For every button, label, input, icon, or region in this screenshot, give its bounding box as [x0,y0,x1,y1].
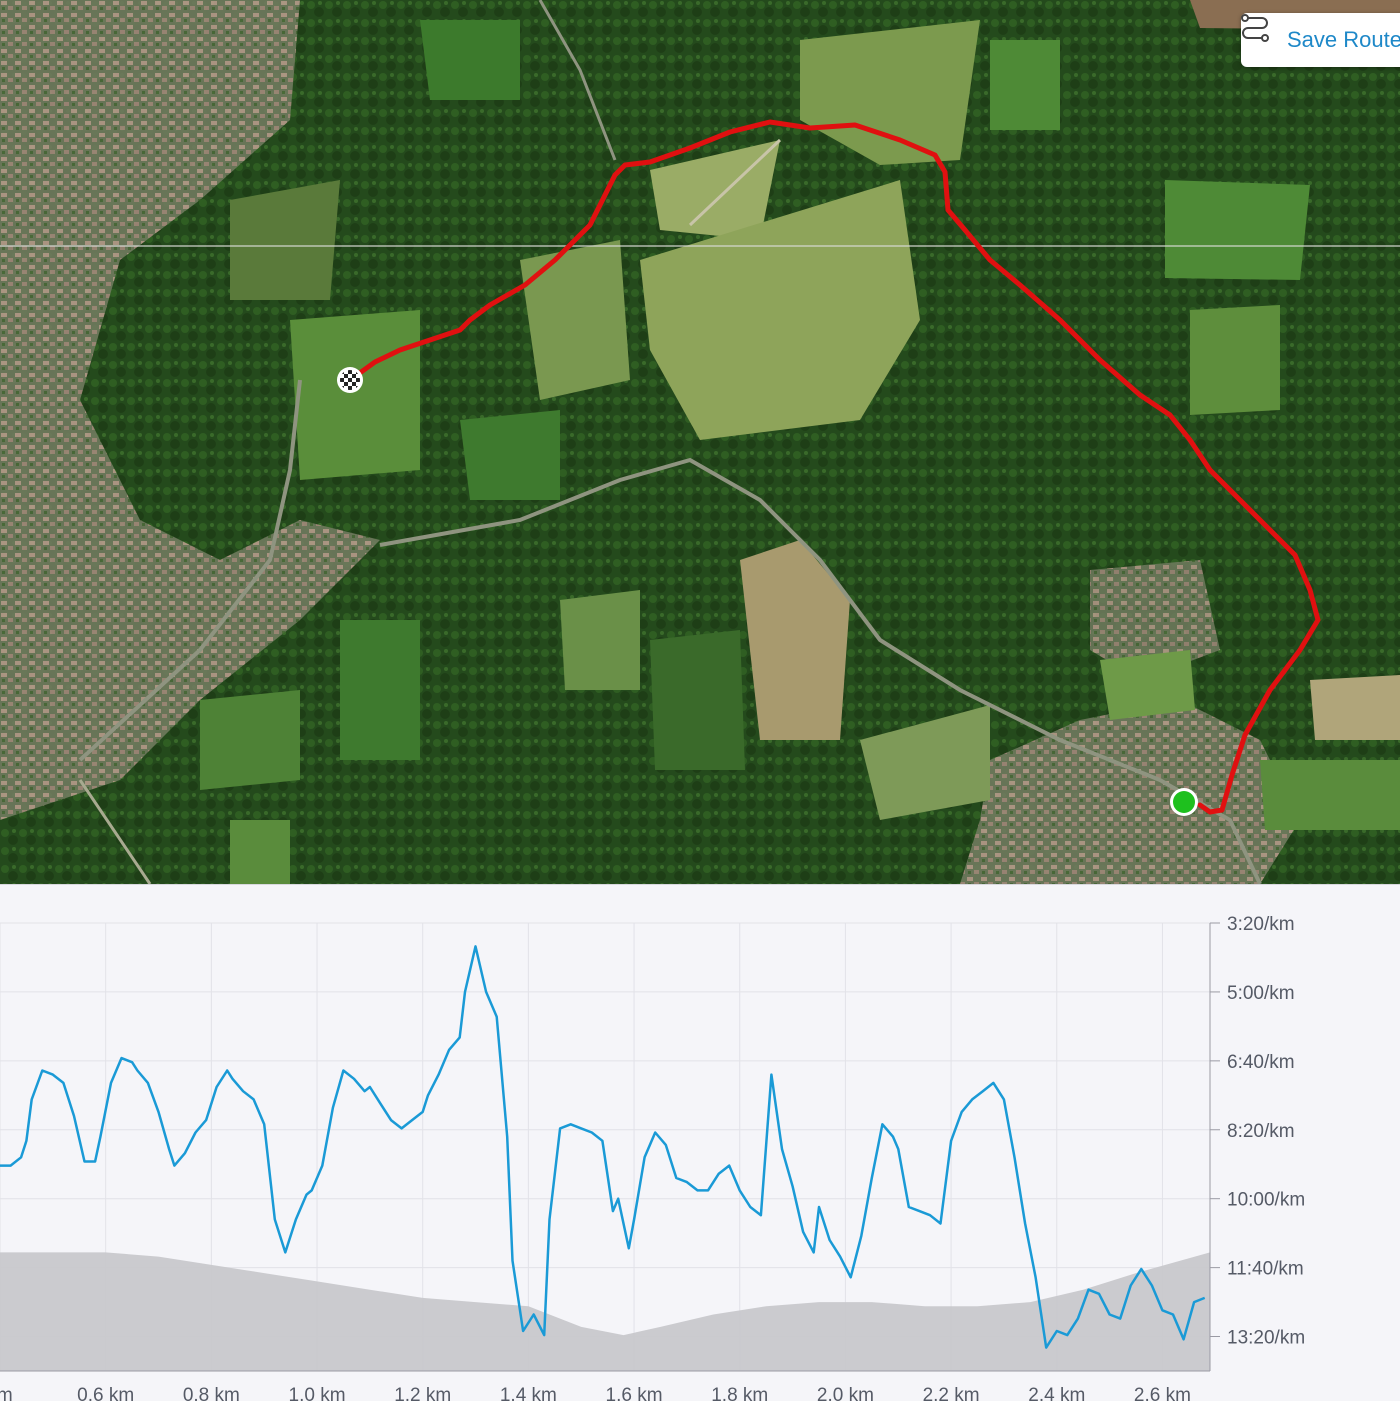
x-tick-label: 1.6 km [606,1385,663,1401]
x-tick-label: 1.2 km [394,1385,451,1401]
y-tick-label: 13:20/km [1227,1328,1305,1349]
x-tick-label: 2.6 km [1134,1385,1191,1401]
save-route-label: Save Route [1287,27,1400,52]
x-tick-label: 0.8 km [183,1385,240,1401]
satellite-map[interactable]: Save Route [0,0,1400,884]
pace-line [0,945,1206,1349]
x-tick-label: 2.0 km [817,1385,874,1401]
route-line [347,119,1321,815]
y-tick-label: 3:20/km [1227,914,1295,935]
chart-canvas: 3:20/km 5:00/km 6:40/km 8:20/km 10:00/km 11:4… [0,914,1305,1401]
y-tick-label: 10:00/km [1227,1190,1305,1211]
y-tick-label: 11:40/km [1227,1259,1304,1280]
route-icon [1241,14,1281,56]
map-imagery [0,0,1400,884]
checkered-flag-icon[interactable] [335,365,365,395]
y-tick-label: 6:40/km [1227,1052,1295,1073]
pace-elevation-chart[interactable]: 3:20/km 5:00/km 6:40/km 8:20/km 10:00/km 11:4… [0,884,1400,1401]
x-tick-label: 1.8 km [711,1385,768,1401]
x-tick-label: 2.2 km [923,1385,980,1401]
start-dot-icon[interactable] [1169,787,1199,817]
y-tick-label: 8:20/km [1227,1121,1295,1142]
x-tick-label: 1.4 km [500,1385,557,1401]
x-tick-label: 0.6 km [77,1385,134,1401]
x-tick-label: 2.4 km [1028,1385,1085,1401]
x-tick-label: km [0,1385,13,1401]
save-route-button[interactable]: Save Route [1241,13,1400,67]
x-tick-label: 1.0 km [289,1385,346,1401]
elevation-area [0,1252,1210,1371]
y-tick-label: 5:00/km [1227,983,1295,1004]
